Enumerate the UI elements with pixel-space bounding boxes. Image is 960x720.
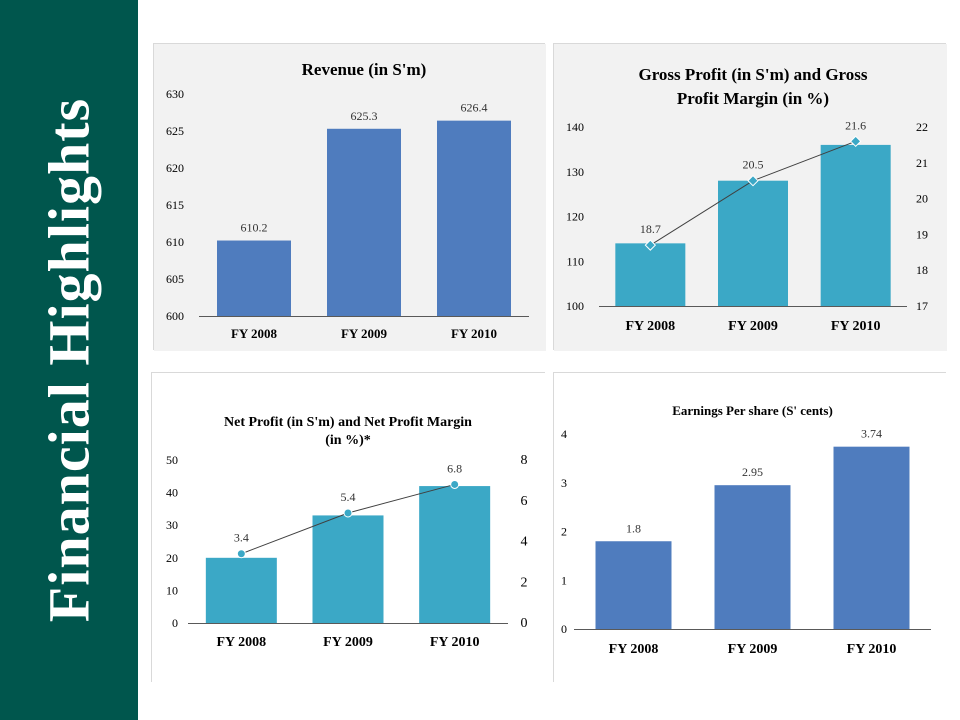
category-label: FY 2009	[323, 635, 373, 650]
y-tick-label: 130	[566, 165, 584, 179]
bar	[437, 120, 511, 316]
y-tick-label: 3	[561, 476, 567, 490]
bar	[327, 128, 401, 316]
y-tick-label: 0	[561, 622, 567, 636]
y-tick-label: 30	[166, 518, 178, 532]
bar	[312, 515, 384, 623]
chart-title: Gross Profit (in S'm) and Gross Profit Ma…	[638, 65, 867, 108]
y2-tick-label: 19	[916, 227, 928, 241]
bar	[217, 240, 291, 316]
y2-tick-label: 2	[521, 575, 528, 590]
y-tick-label: 120	[566, 210, 584, 224]
line-data-label: 5.4	[341, 490, 356, 504]
line-marker	[236, 549, 246, 559]
chart-title: Revenue (in S'm)	[302, 60, 427, 79]
bar	[419, 486, 491, 623]
net-profit-chart: Net Profit (in S'm) and Net Profit Margi…	[152, 373, 546, 683]
y-tick-label: 2	[561, 525, 567, 539]
category-label: FY 2008	[626, 319, 676, 334]
bar	[718, 180, 788, 306]
y-tick-label: 620	[166, 161, 184, 175]
y2-tick-label: 8	[521, 453, 528, 468]
line-marker	[747, 174, 759, 187]
y-tick-label: 40	[166, 486, 178, 500]
line-data-label: 18.7	[640, 222, 661, 236]
y-tick-label: 630	[166, 87, 184, 101]
gross-profit-chart-panel: Gross Profit (in S'm) and Gross Profit Ma…	[553, 43, 947, 351]
eps-chart: Earnings Per share (S' cents) 0 1 2 3 4 1.8 2.9…	[554, 373, 947, 683]
revenue-chart-panel: Revenue (in S'm) 600 605 610 615 620 625 630 610…	[153, 43, 546, 351]
category-label: FY 2009	[341, 326, 388, 341]
data-label: 1.8	[626, 521, 641, 535]
y2-tick-label: 20	[916, 192, 928, 206]
bar	[820, 144, 891, 306]
eps-chart-panel: Earnings Per share (S' cents) 0 1 2 3 4 1.8 2.9…	[553, 372, 947, 683]
revenue-chart: Revenue (in S'm) 600 605 610 615 620 625 630 610…	[154, 44, 546, 351]
y-tick-label: 605	[166, 272, 184, 286]
y-tick-label: 10	[166, 583, 178, 597]
line-marker	[343, 508, 353, 518]
bar	[205, 557, 277, 623]
bar	[714, 485, 791, 629]
category-label: FY 2008	[231, 326, 278, 341]
y-tick-label: 100	[566, 299, 584, 313]
y2-tick-label: 17	[916, 299, 928, 313]
category-label: FY 2010	[847, 642, 897, 657]
y-tick-label: 20	[166, 551, 178, 565]
y-tick-label: 0	[172, 616, 178, 630]
line-data-label: 6.8	[447, 461, 462, 475]
chart-title: Net Profit (in S'm) and Net Profit Margi…	[224, 415, 472, 448]
y-tick-label: 4	[561, 427, 567, 441]
y-tick-label: 610	[166, 235, 184, 249]
data-label: 610.2	[241, 221, 268, 235]
line-marker	[450, 479, 460, 489]
category-label: FY 2010	[831, 319, 881, 334]
bar	[833, 446, 910, 629]
y2-tick-label: 6	[521, 494, 528, 509]
category-label: FY 2009	[728, 319, 778, 334]
y-tick-label: 110	[566, 254, 584, 268]
y2-tick-label: 22	[916, 120, 928, 134]
y-tick-label: 140	[566, 120, 584, 134]
sidebar: Financial Highlights	[0, 0, 138, 720]
y-tick-label: 50	[166, 453, 178, 467]
line-marker	[849, 135, 862, 148]
y-tick-label: 1	[561, 573, 567, 587]
bar	[615, 243, 686, 306]
chart-title: Earnings Per share (S' cents)	[672, 403, 833, 418]
y-tick-label: 615	[166, 198, 184, 212]
y2-tick-label: 21	[916, 156, 928, 170]
y2-tick-label: 0	[521, 616, 528, 631]
y2-tick-label: 4	[521, 535, 528, 550]
data-label: 3.74	[861, 427, 882, 441]
data-label: 2.95	[742, 465, 763, 479]
data-label: 625.3	[351, 109, 378, 123]
line-data-label: 3.4	[234, 531, 249, 545]
line-marker	[644, 239, 657, 251]
y-tick-label: 625	[166, 124, 184, 138]
category-label: FY 2010	[451, 326, 497, 341]
line-data-label: 21.6	[845, 118, 866, 132]
y-tick-label: 600	[166, 309, 184, 323]
line-data-label: 20.5	[743, 158, 764, 172]
bar	[595, 541, 672, 629]
category-label: FY 2008	[217, 635, 267, 650]
page-title: Financial Highlights	[36, 97, 102, 623]
data-label: 626.4	[461, 101, 488, 115]
category-label: FY 2008	[609, 642, 659, 657]
gross-profit-chart: Gross Profit (in S'm) and Gross Profit Ma…	[554, 44, 947, 351]
y2-tick-label: 18	[916, 263, 928, 277]
category-label: FY 2010	[430, 635, 480, 650]
net-profit-chart-panel: Net Profit (in S'm) and Net Profit Margi…	[151, 372, 546, 683]
category-label: FY 2009	[728, 642, 778, 657]
